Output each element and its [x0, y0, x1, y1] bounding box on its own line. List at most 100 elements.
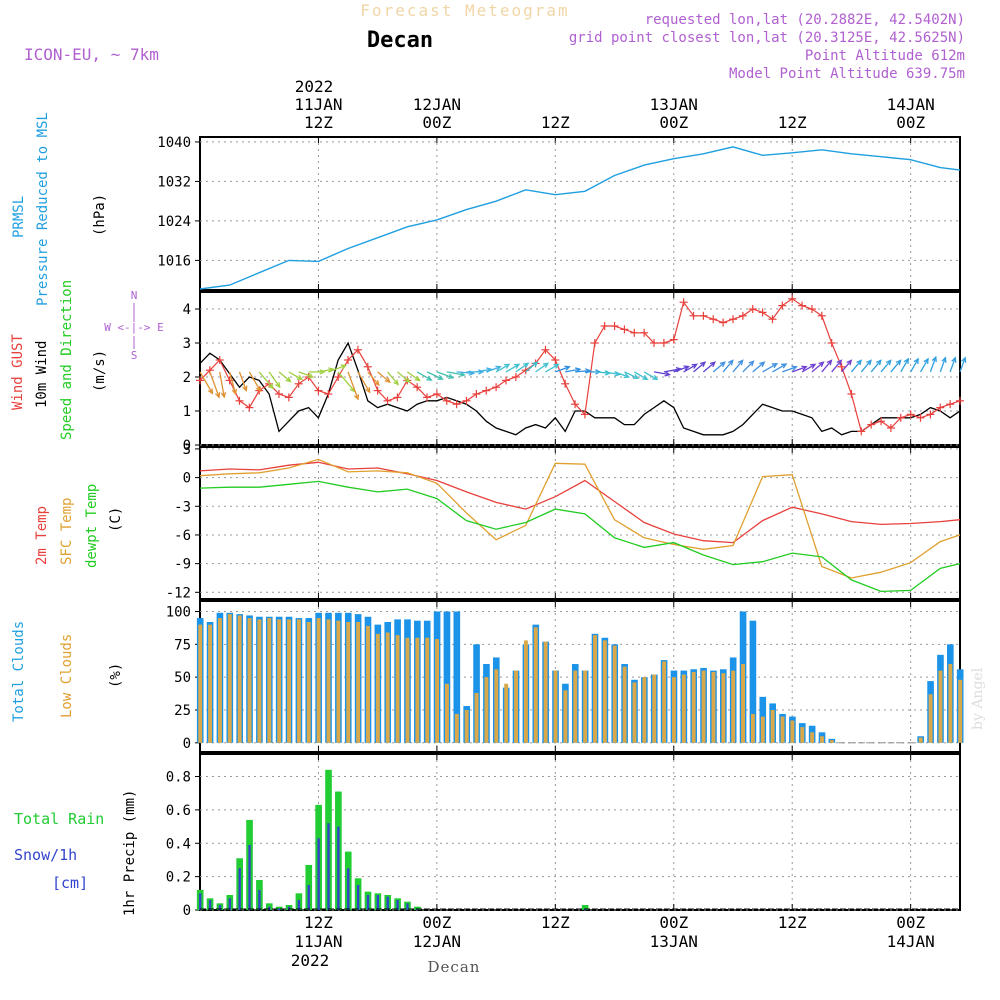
low-cloud-bar [533, 627, 538, 743]
low-cloud-bar [306, 622, 311, 743]
wind-arrow-shaft [614, 371, 629, 378]
wind-arrow-shaft [604, 371, 620, 376]
wind-arrow-shaft [732, 359, 744, 373]
precip-label-rain: Total Rain [14, 810, 104, 828]
wind-direction-arrow [466, 369, 485, 375]
wind-arrow-head [791, 365, 798, 371]
wind-label-gust: Wind GUST [10, 334, 26, 410]
wind-arrow-head [437, 374, 444, 380]
wind-arrow-head [771, 362, 779, 369]
low-cloud-bar [356, 622, 361, 743]
low-cloud-bar [385, 632, 390, 743]
low-cloud-bar [425, 637, 430, 743]
low-cloud-bar [800, 727, 805, 743]
clouds-layer [196, 611, 964, 744]
wind-arrow-head [373, 379, 380, 387]
wind-direction-arrow [732, 359, 744, 373]
low-cloud-bar [227, 614, 232, 743]
wind-arrow-head [393, 379, 400, 386]
precip-frame [199, 753, 961, 911]
low-cloud-bar [573, 670, 578, 743]
snow-bar [366, 894, 370, 910]
low-cloud-bar [267, 618, 272, 743]
wind-arrow-head [856, 359, 863, 366]
clouds-frame [199, 600, 961, 753]
low-cloud-bar [958, 679, 963, 743]
wind-arrow-head [961, 356, 967, 363]
bottom-date-label: 14JAN [887, 932, 935, 951]
wind-arrow-shaft [860, 359, 872, 373]
low-cloud-bar [444, 683, 449, 743]
low-cloud-bar [948, 664, 953, 743]
wind-arrow-shaft [870, 359, 882, 373]
wind-direction-arrow [683, 363, 698, 373]
low-cloud-bar [691, 671, 696, 743]
low-cloud-bar [553, 670, 558, 743]
wind-direction-arrow [811, 361, 825, 373]
temp-unit: (C) [108, 507, 124, 532]
wind-direction-arrow [199, 371, 214, 395]
low-cloud-bar [217, 618, 222, 743]
top-hour-label: 12Z [304, 113, 333, 132]
wind-arrow-shaft [228, 371, 237, 394]
low-cloud-bar [504, 683, 509, 743]
dewpt-line [199, 480, 961, 593]
wind-direction-arrow [219, 371, 227, 399]
wind-direction-arrow [238, 371, 248, 393]
wind-arrow-head [296, 374, 304, 381]
wind-direction-arrow [890, 359, 902, 373]
top-date-label: 14JAN [887, 95, 935, 114]
wind-arrow-head [285, 376, 292, 383]
wind-direction-arrow [742, 360, 755, 373]
model-altitude: Model Point Altitude 639.75m [729, 66, 965, 82]
low-cloud-bar [494, 669, 499, 743]
wind-arrow-shaft [900, 358, 909, 373]
wind-arrow-shaft [742, 360, 754, 373]
low-cloud-bar [415, 637, 420, 743]
total-cloud-bar [749, 620, 757, 743]
wind-direction-arrow [436, 371, 455, 379]
wind-direction-arrow [347, 371, 360, 401]
wind-arrow-head [532, 361, 539, 368]
wind-direction-arrow [446, 371, 466, 377]
wind-arrow-head [220, 392, 227, 399]
wind-arrow-head [895, 359, 902, 366]
wind-arrow-head [478, 369, 485, 375]
low-cloud-bar [375, 633, 380, 743]
wind-arrow-shaft [880, 359, 892, 373]
wind-direction-arrow [673, 365, 690, 373]
wind-direction-arrow [870, 359, 882, 373]
wind-arrow-head [913, 357, 919, 364]
wind-direction-arrow [762, 362, 779, 373]
wind-arrow-head [642, 374, 649, 381]
compass-west-east: W <-|-> E [104, 321, 164, 334]
wind-direction-arrow [525, 361, 539, 373]
clouds-ytick-label: 50 [174, 670, 191, 686]
temp-label-dewpt: dewpt Temp [84, 484, 100, 568]
low-cloud-bar [612, 645, 617, 743]
wind-arrow-head [709, 361, 717, 368]
wind-arrow-head [737, 359, 744, 366]
wind-arrow-head [504, 363, 511, 369]
wind-direction-arrow [929, 355, 937, 373]
wind-direction-arrow [624, 371, 640, 379]
wind-arrow-shaft [811, 361, 824, 373]
footer-location: Decan [428, 958, 481, 976]
total-cloud-bar [453, 611, 461, 743]
low-cloud-bar [296, 619, 301, 743]
wind-arrow-shaft [712, 361, 726, 373]
wind-arrow-shaft [772, 363, 787, 373]
clouds-unit: (%) [108, 663, 124, 688]
wind-arrow-shaft [910, 358, 919, 373]
wind-direction-arrow [426, 371, 444, 380]
pressure-ytick-label: 1032 [157, 174, 191, 190]
precip-ylabel: 1hr Precip (mm) [122, 790, 138, 916]
panel-grid [200, 137, 960, 911]
wind-arrow-shaft [199, 371, 213, 394]
wind-arrow-shaft [426, 371, 443, 380]
top-date-label: 13JAN [650, 95, 698, 114]
low-cloud-bar [622, 666, 627, 743]
snow-bar [268, 906, 271, 910]
wind-direction-arrow [357, 371, 371, 394]
